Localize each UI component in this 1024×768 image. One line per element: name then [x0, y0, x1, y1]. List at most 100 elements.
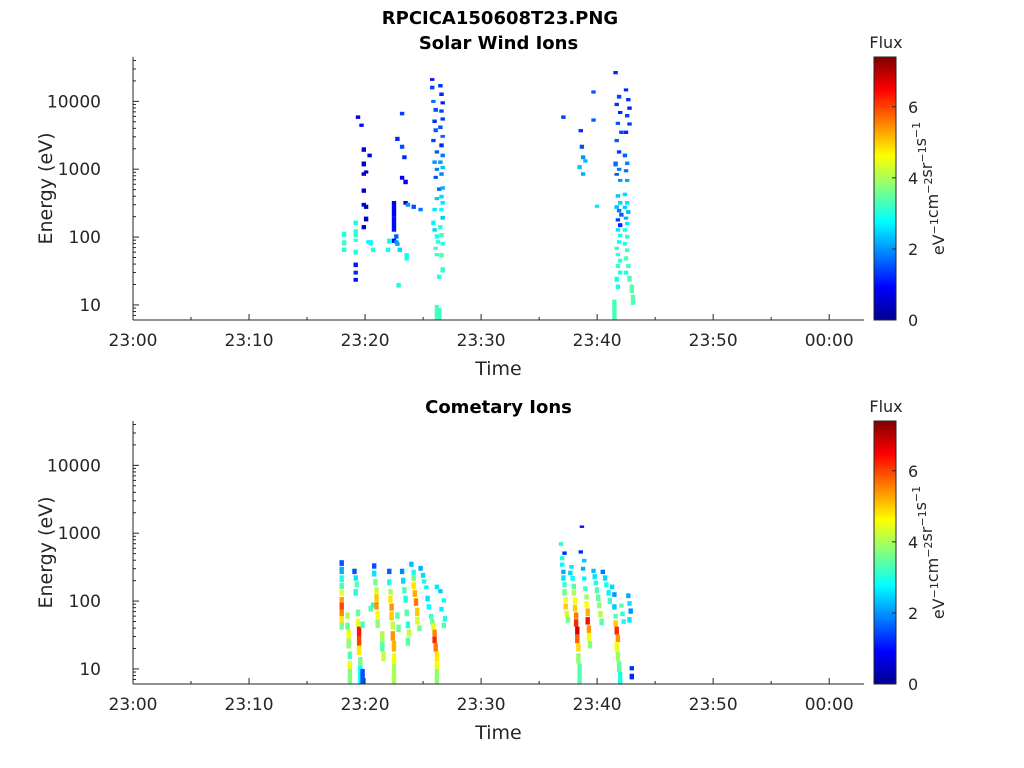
y-tick-label: 10000 [47, 92, 101, 112]
colorbar-tick-label: 2 [908, 240, 918, 259]
heatmap-cell [387, 579, 392, 586]
colorbar-title: Flux [869, 33, 902, 52]
colorbar [873, 56, 897, 321]
heatmap-cell [560, 556, 565, 561]
x-tick-label: 23:40 [573, 331, 622, 351]
heatmap-cell [586, 632, 592, 641]
heatmap-cell [430, 85, 435, 90]
colorbar-tick-label: 0 [908, 675, 918, 694]
heatmap-cell [438, 160, 443, 164]
heatmap-cell [563, 597, 568, 603]
heatmap-cell [368, 605, 373, 612]
heatmap-cell [403, 201, 408, 205]
heatmap-cell [561, 569, 566, 575]
x-tick-label: 23:30 [457, 695, 506, 715]
heatmap-cell [570, 575, 575, 581]
heatmap-cell [623, 169, 629, 173]
heatmap-cell [353, 229, 358, 237]
heatmap-cell [353, 270, 358, 275]
heatmap-cell [439, 172, 444, 176]
heatmap-cell [627, 275, 632, 282]
x-tick-label: 23:10 [225, 331, 274, 351]
heatmap-cell [434, 234, 440, 239]
heatmap-cells [339, 525, 634, 684]
heatmap-cell [615, 651, 621, 662]
heatmap-cell [389, 603, 394, 611]
heatmap-cell [561, 575, 566, 581]
heatmap-cell [433, 107, 438, 112]
heatmap-cell [391, 238, 397, 243]
heatmap-cell [623, 270, 629, 275]
heatmap-cell [606, 590, 611, 596]
heatmap-cell [402, 155, 407, 160]
x-tick-label: 23:10 [225, 695, 274, 715]
heatmap-cell [438, 125, 443, 130]
heatmap-cell [575, 626, 580, 635]
colorbar-tick-label: 0 [908, 311, 918, 330]
heatmap-cell [438, 225, 443, 230]
heatmap-cell [356, 626, 362, 637]
heatmap-cell [615, 228, 621, 232]
heatmap-cell [409, 561, 414, 567]
heatmap-cell [399, 111, 405, 116]
heatmap-cell [417, 625, 422, 632]
heatmap-cell [396, 283, 401, 288]
heatmap-cell [434, 584, 440, 590]
y-axis-label: Energy (eV) [35, 132, 57, 244]
heatmap-cell [576, 643, 581, 652]
heatmap-cell [623, 88, 629, 92]
panel-solar-wind-ions: Solar Wind Ions 23:00 23:10 23:20 23:30 23:40… [35, 33, 948, 380]
heatmap-cell [353, 262, 358, 268]
heatmap-cell [618, 223, 623, 228]
heatmap-cell [394, 240, 399, 244]
x-axis-label: Time [474, 722, 522, 744]
heatmap-cell [625, 234, 630, 239]
heatmap-cell [433, 246, 438, 250]
heatmap-cell [412, 590, 417, 597]
heatmap-cell [597, 602, 602, 609]
heatmap-cell [442, 616, 448, 622]
heatmap-cell [561, 115, 566, 119]
heatmap-cell [399, 144, 405, 149]
heatmap-cell [432, 119, 437, 123]
heatmap-cell [375, 610, 380, 619]
heatmap-cell [430, 78, 435, 81]
heatmap-cell [440, 134, 445, 138]
heatmap-cell [563, 603, 568, 610]
heatmap-cell [562, 589, 567, 596]
heatmap-cell [355, 609, 361, 617]
heatmap-cell [399, 568, 405, 575]
colorbar [873, 420, 897, 685]
x-tick-label: 00:00 [805, 331, 854, 351]
heatmap-cell [618, 111, 623, 114]
heatmap-cell [628, 608, 633, 614]
heatmap-cell [353, 277, 358, 282]
heatmap-cell [629, 673, 634, 680]
heatmap-cell [616, 150, 622, 154]
heatmap-cell [591, 90, 596, 94]
heatmap-cell [395, 612, 400, 619]
heatmap-cell [428, 613, 434, 619]
heatmap-cell [440, 267, 445, 273]
heatmap-cell [411, 582, 416, 590]
x-tick-label: 23:50 [689, 695, 738, 715]
heatmap-cell [439, 606, 444, 612]
x-tick-label: 23:50 [689, 331, 738, 351]
heatmap-cell [341, 240, 347, 246]
heatmap-cell [391, 216, 397, 232]
colorbar-tick-label: 6 [908, 98, 918, 117]
heatmap-cell [347, 661, 353, 669]
heatmap-cell [614, 276, 619, 282]
heatmap-cell [439, 207, 444, 212]
heatmap-cell [616, 240, 622, 244]
heatmap-cell [339, 575, 344, 583]
heatmap-cell [405, 202, 411, 207]
heatmap-cell [395, 242, 400, 246]
heatmap-cell [440, 186, 445, 190]
heatmap-cell [361, 147, 366, 152]
heatmap-cell [582, 576, 587, 581]
heatmap-cell [339, 616, 344, 623]
heatmap-cell [415, 607, 420, 617]
heatmap-cell [596, 594, 601, 602]
heatmap-cell [615, 253, 621, 257]
